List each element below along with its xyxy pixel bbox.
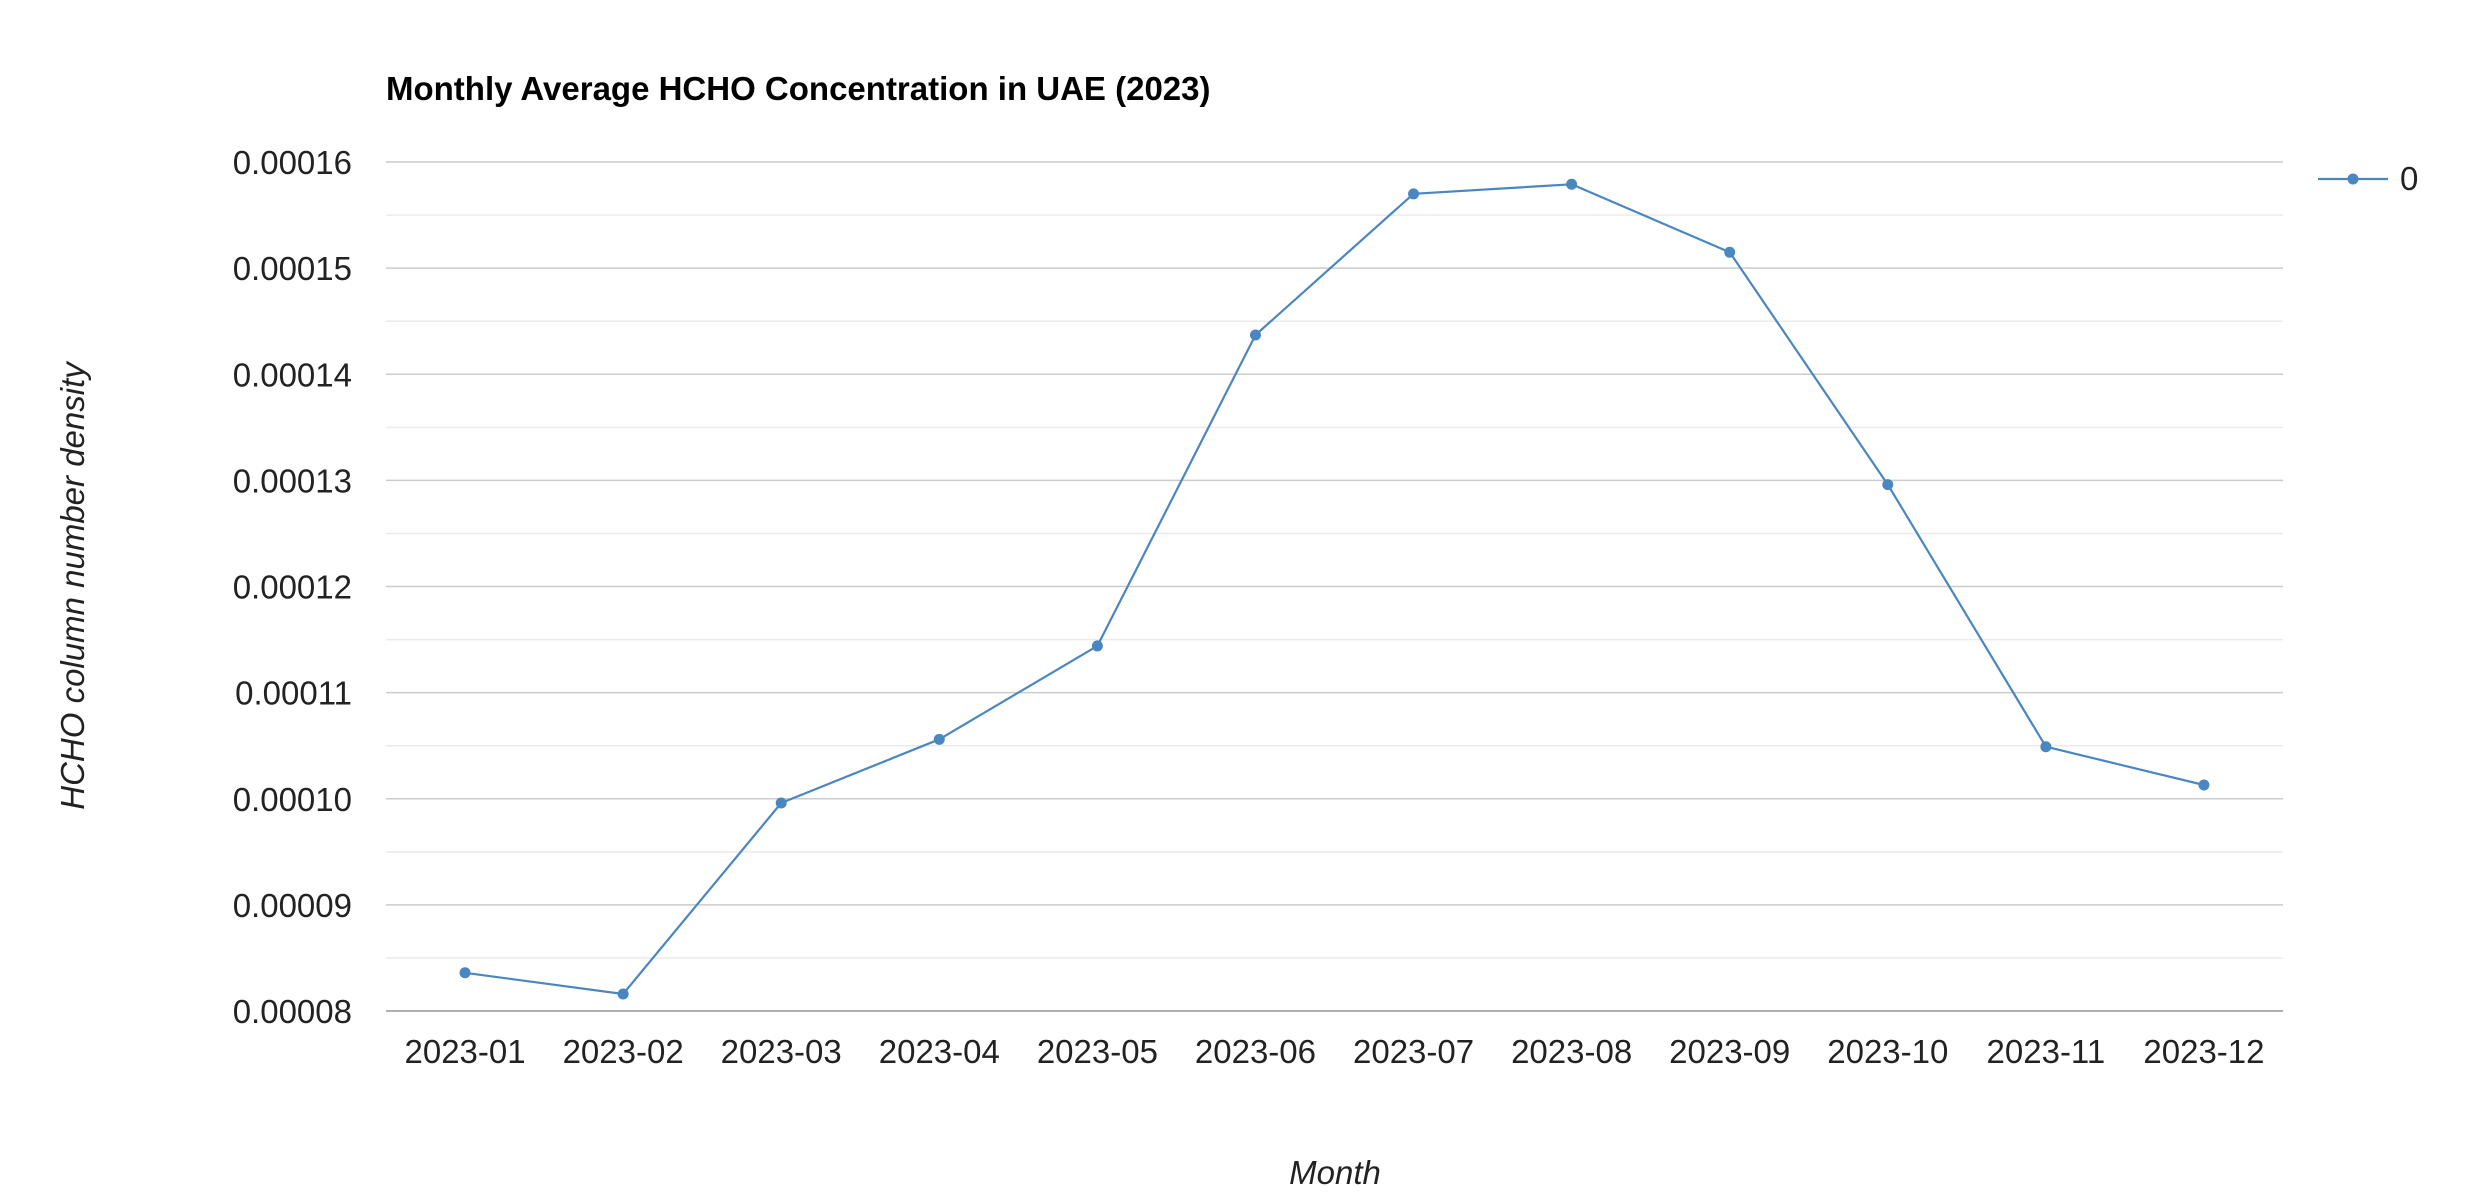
data-point[interactable] [1724, 246, 1736, 258]
x-tick-label: 2023-05 [1037, 1033, 1158, 1070]
legend-label: 0 [2400, 160, 2418, 197]
x-tick-label: 2023-04 [879, 1033, 1000, 1070]
y-tick-label: 0.00008 [233, 993, 352, 1030]
y-axis-title: HCHO column number density [54, 360, 91, 810]
chart-title: Monthly Average HCHO Concentration in UA… [386, 70, 1211, 107]
y-tick-label: 0.00010 [233, 781, 352, 818]
data-point[interactable] [1091, 640, 1103, 652]
data-point[interactable] [2198, 779, 2210, 791]
data-point[interactable] [1249, 329, 1261, 341]
data-point[interactable] [2040, 741, 2052, 753]
data-point[interactable] [1408, 188, 1420, 200]
x-tick-label: 2023-09 [1669, 1033, 1790, 1070]
data-point[interactable] [1882, 479, 1894, 491]
data-point[interactable] [933, 733, 945, 745]
y-tick-label: 0.00015 [233, 250, 352, 287]
x-tick-label: 2023-11 [1987, 1033, 2106, 1070]
data-point[interactable] [775, 797, 787, 809]
x-tick-label: 2023-03 [721, 1033, 842, 1070]
x-tick-label: 2023-01 [404, 1033, 525, 1070]
y-tick-label: 0.00011 [235, 675, 352, 712]
series-line [464, 183, 2205, 996]
data-point[interactable] [617, 988, 629, 1000]
legend-swatch-marker [2347, 173, 2359, 185]
y-tick-label: 0.00016 [233, 144, 352, 181]
y-tick-label: 0.00012 [233, 569, 352, 606]
x-tick-label: 2023-07 [1353, 1033, 1474, 1070]
x-tick-label: 2023-12 [2143, 1033, 2264, 1070]
legend: 0 [2318, 160, 2418, 197]
x-axis-title: Month [1289, 1154, 1381, 1191]
x-tick-label: 2023-08 [1511, 1033, 1632, 1070]
gridlines [386, 161, 2283, 1012]
x-axis-tick-labels: 2023-01 2023-02 2023-03 2023-04 2023-05 2023-… [404, 1033, 2264, 1070]
series-layer [459, 178, 2210, 1000]
x-tick-label: 2023-02 [563, 1033, 684, 1070]
x-tick-label: 2023-10 [1827, 1033, 1948, 1070]
y-tick-label: 0.00014 [233, 356, 352, 393]
y-axis-tick-labels: 0.00008 0.00009 0.00010 0.00011 0.00012 0.000… [233, 144, 352, 1030]
x-tick-label: 2023-06 [1195, 1033, 1316, 1070]
data-point[interactable] [459, 967, 471, 979]
y-tick-label: 0.00013 [233, 462, 352, 499]
y-tick-label: 0.00009 [233, 887, 352, 924]
data-point[interactable] [1566, 178, 1578, 190]
